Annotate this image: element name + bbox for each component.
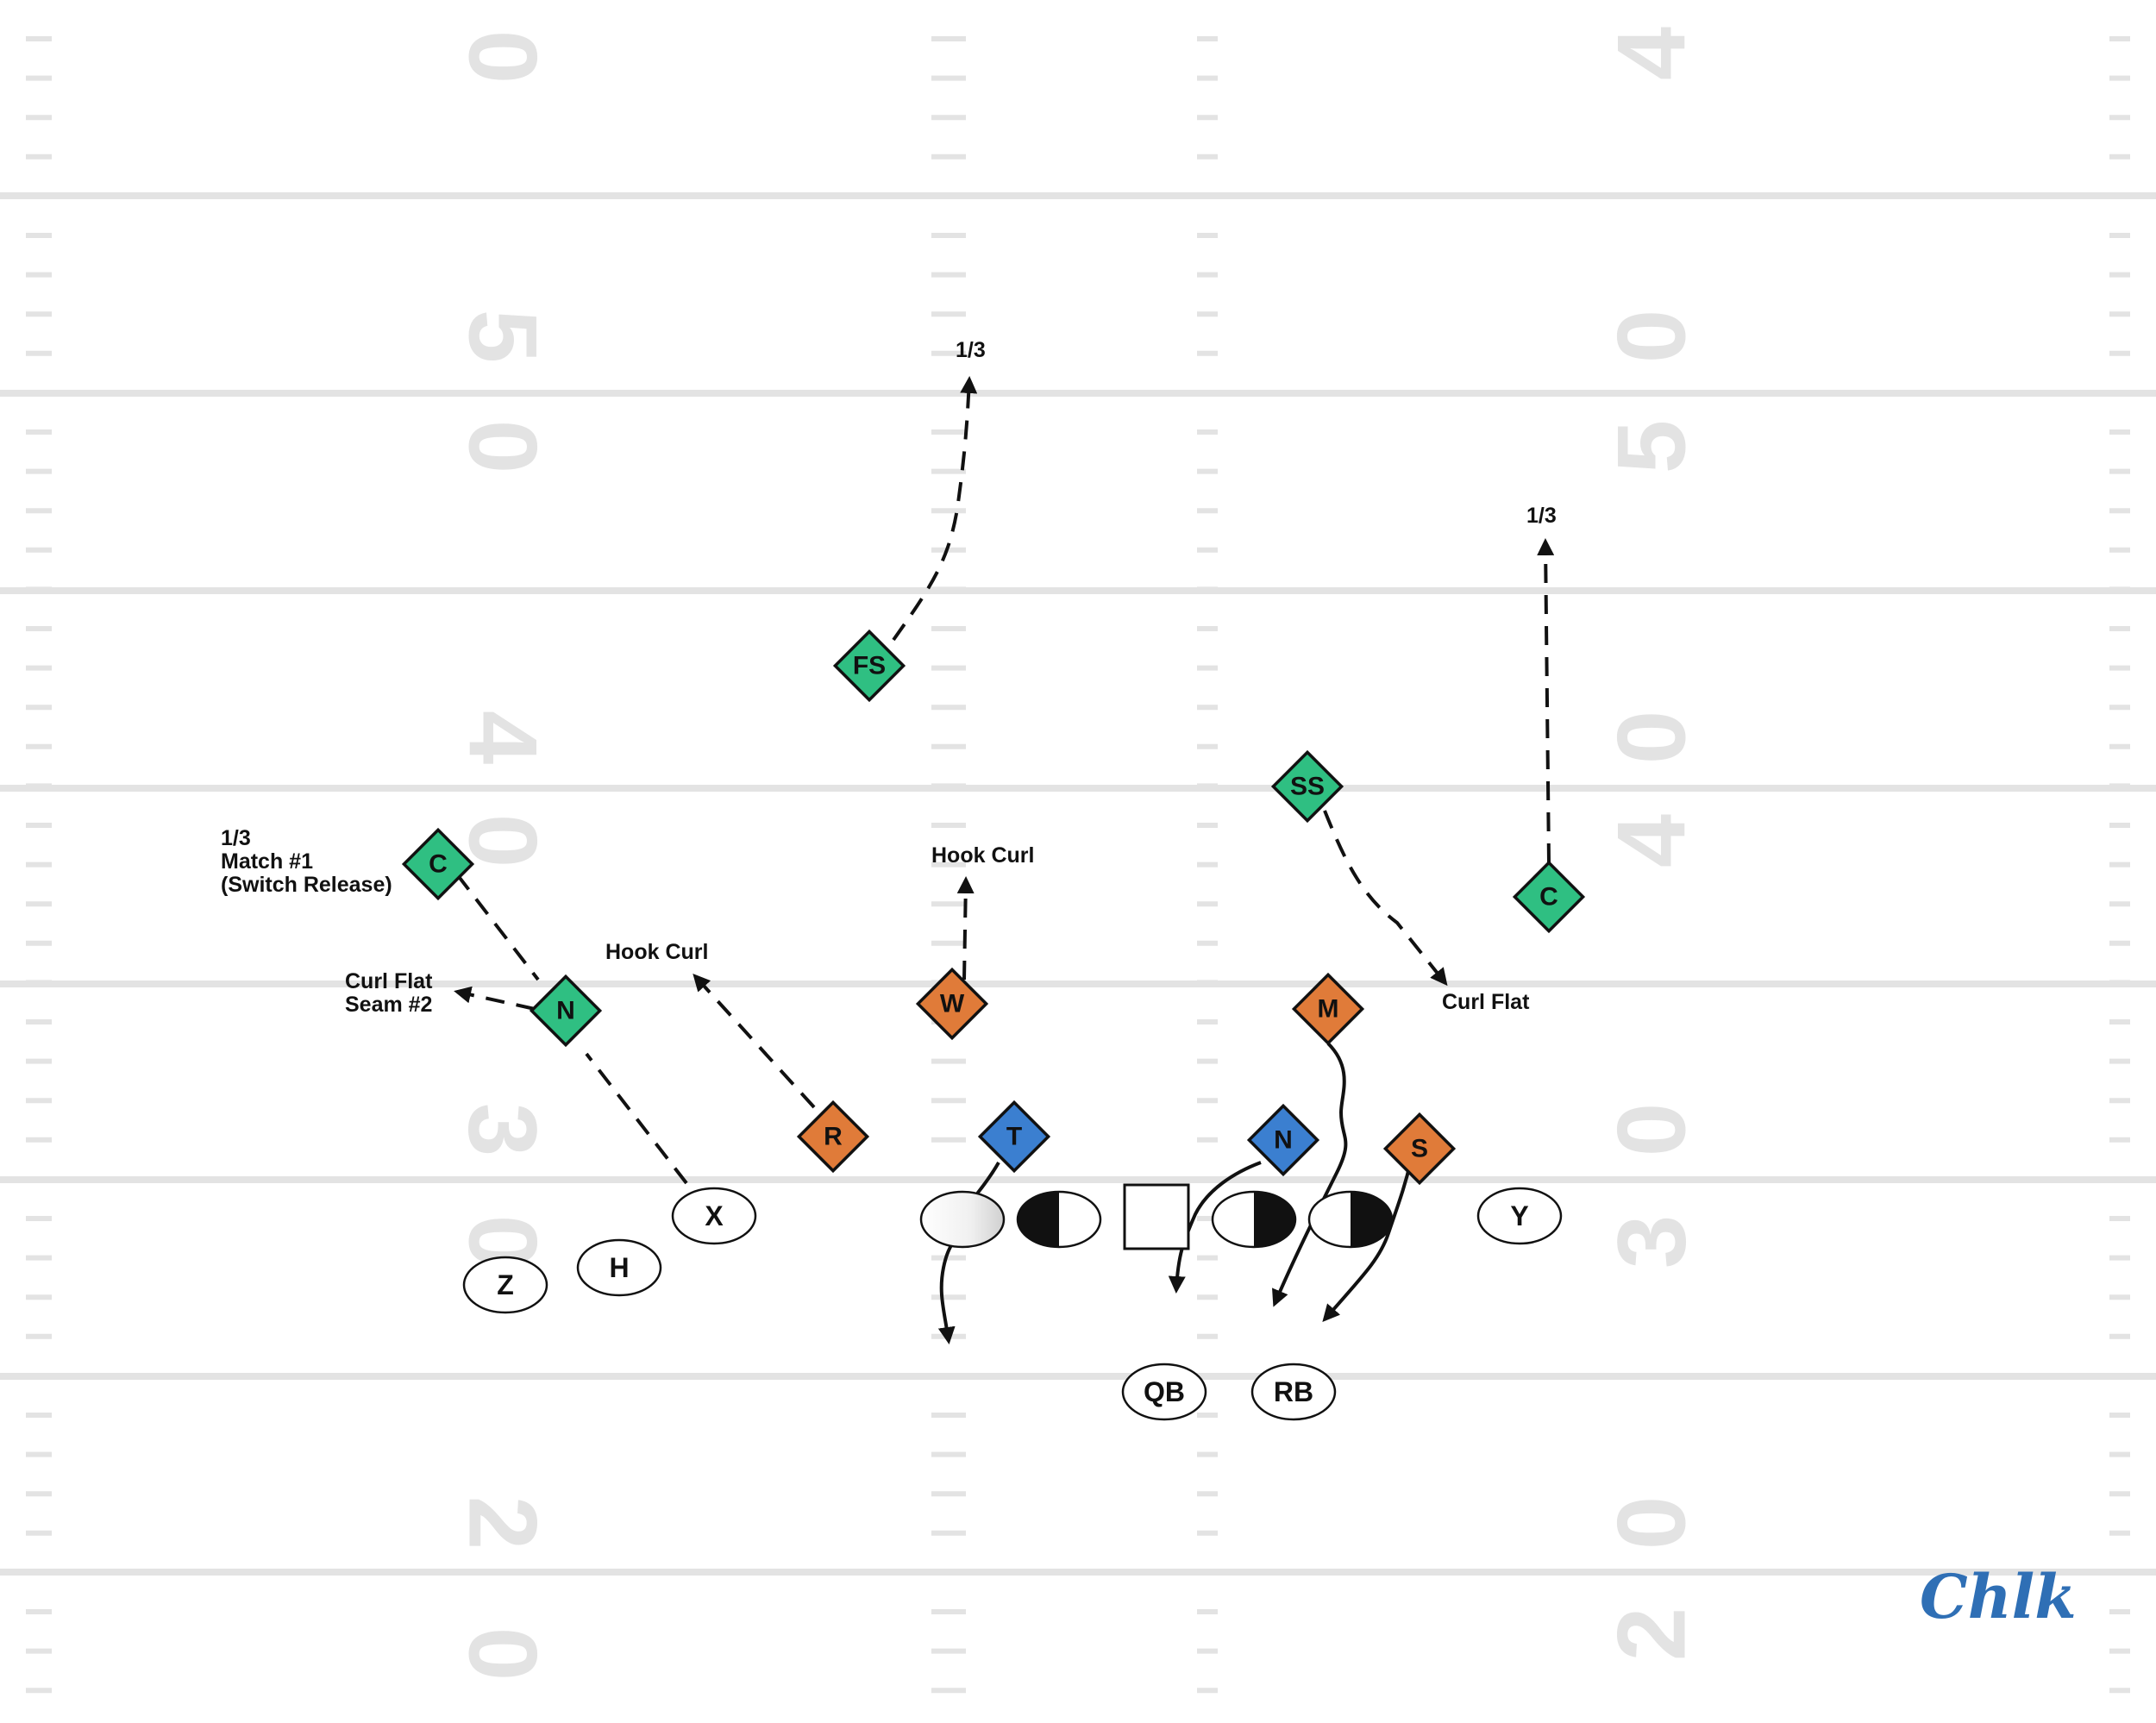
player-x-label: X <box>705 1200 724 1231</box>
defender-w-label: W <box>940 990 965 1018</box>
yard-number: 5 <box>1598 420 1706 473</box>
player-z-label: Z <box>497 1269 514 1300</box>
defender-diamond <box>1246 1103 1320 1177</box>
lineman-half <box>1016 1190 1102 1249</box>
defender-c-right: C <box>1512 860 1586 934</box>
note-c-left-3: (Switch Release) <box>221 873 392 897</box>
player-rb-label: RB <box>1274 1376 1313 1407</box>
player-qb: QB <box>1121 1363 1207 1421</box>
note-n-left-2: Seam #2 <box>345 993 432 1017</box>
yard-number: 2 <box>1598 1607 1706 1661</box>
defender-t: T <box>977 1100 1051 1174</box>
defender-m-label: M <box>1318 995 1339 1024</box>
defender-n-line: N <box>1246 1103 1320 1177</box>
defender-diamond <box>1382 1112 1457 1186</box>
defender-s-label: S <box>1411 1135 1428 1163</box>
center-square <box>1123 1183 1190 1250</box>
defender-diamond <box>529 974 603 1048</box>
note-n-left-1: Curl Flat <box>345 969 433 993</box>
defender-n-line-label: N <box>1274 1126 1293 1155</box>
route-c-left <box>455 873 540 981</box>
offensive-skill-players: X H Z Y QB RB <box>462 1187 1563 1421</box>
route-ss <box>1323 810 1448 987</box>
route-s <box>1322 1160 1413 1323</box>
note-c-right-zone: 1/3 <box>1526 504 1557 528</box>
yard-number: 3 <box>449 1103 557 1156</box>
defender-c-left-label: C <box>429 850 448 879</box>
player-qb-label: QB <box>1144 1376 1185 1407</box>
route-n-left-curl-flat <box>454 986 536 1011</box>
lineman-half <box>1211 1190 1297 1249</box>
note-r-zone: Hook Curl <box>605 940 708 964</box>
defender-w: W <box>915 967 989 1041</box>
yard-numbers: 0 4 5 0 0 5 4 0 0 4 3 0 0 3 2 0 0 2 <box>449 27 1706 1681</box>
yard-lines <box>0 192 2156 1576</box>
defender-m: M <box>1291 972 1365 1046</box>
defender-diamond <box>1512 860 1586 934</box>
yard-number: 0 <box>449 420 557 473</box>
yard-number: 0 <box>1598 711 1706 764</box>
player-h: H <box>576 1238 662 1297</box>
defender-diamond <box>1270 749 1344 824</box>
defender-diamond <box>401 827 475 901</box>
player-y-label: Y <box>1510 1200 1528 1231</box>
chalk-logo: Chlk <box>1920 1561 2077 1632</box>
note-c-left-2: Match #1 <box>221 849 313 874</box>
yard-number: 0 <box>449 30 557 84</box>
note-fs-zone: 1/3 <box>956 338 986 362</box>
route-n-line <box>1168 1161 1262 1294</box>
yard-number: 4 <box>449 711 557 764</box>
defender-c-left: C <box>401 827 475 901</box>
offensive-line <box>919 1183 1394 1250</box>
defender-n-left-label: N <box>556 997 575 1025</box>
route-c-right <box>1537 538 1555 863</box>
note-w-zone: Hook Curl <box>931 843 1034 868</box>
lineman-half <box>1307 1190 1394 1249</box>
defender-diamond <box>832 629 906 703</box>
defender-r: R <box>796 1100 870 1174</box>
defender-diamond <box>796 1100 870 1174</box>
defender-diamond <box>977 1100 1051 1174</box>
player-h-label: H <box>609 1252 629 1283</box>
defender-s: S <box>1382 1112 1457 1186</box>
defender-ss: SS <box>1270 749 1344 824</box>
defender-fs-label: FS <box>853 652 886 680</box>
yard-number: 4 <box>1598 27 1706 80</box>
defender-diamond <box>915 967 989 1041</box>
defender-ss-label: SS <box>1290 773 1325 801</box>
route-r <box>693 974 816 1109</box>
yard-number: 0 <box>1598 1103 1706 1156</box>
player-z: Z <box>462 1256 548 1314</box>
defensive-players: FS SS C C N R W M <box>401 629 1586 1186</box>
yard-number: 0 <box>1598 1496 1706 1550</box>
route-m <box>1272 1042 1348 1307</box>
route-x-seam <box>585 1052 688 1185</box>
defender-diamond <box>1291 972 1365 1046</box>
defender-c-right-label: C <box>1539 883 1558 912</box>
note-ss-zone: Curl Flat <box>1442 990 1530 1014</box>
yard-number: 0 <box>449 1627 557 1681</box>
note-c-left-1: 1/3 <box>221 826 251 850</box>
yard-number: 2 <box>449 1496 557 1550</box>
player-y: Y <box>1476 1187 1563 1245</box>
defender-fs: FS <box>832 629 906 703</box>
defender-n-left: N <box>529 974 603 1048</box>
yard-number: 0 <box>1598 310 1706 363</box>
defender-t-label: T <box>1006 1123 1022 1151</box>
player-rb: RB <box>1250 1363 1337 1421</box>
defender-r-label: R <box>824 1123 843 1151</box>
yard-number: 5 <box>449 310 557 363</box>
route-t <box>937 1162 1000 1344</box>
lineman-oval <box>919 1190 1006 1249</box>
hash-marks <box>26 36 2130 1694</box>
yard-number: 3 <box>1598 1215 1706 1269</box>
route-w <box>956 876 975 981</box>
player-x: X <box>671 1187 757 1245</box>
assignment-notes: 1/3 1/3 1/3 Match #1 (Switch Release) Cu… <box>221 338 1557 1017</box>
yard-number: 4 <box>1598 814 1706 868</box>
